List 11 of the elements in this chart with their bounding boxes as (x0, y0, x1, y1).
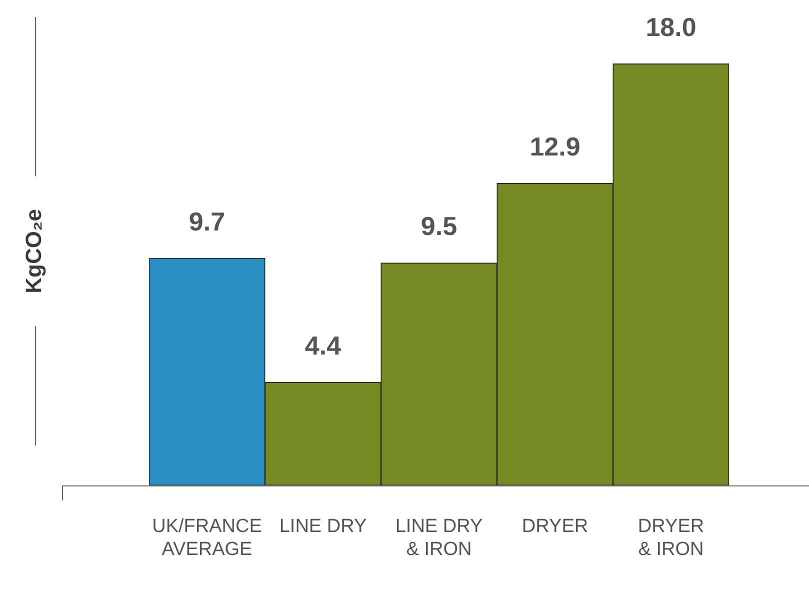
data-label: 9.5 (420, 211, 458, 242)
data-label: 9.7 (188, 206, 226, 236)
data-label: 12.9 (530, 131, 580, 162)
data-label: 18.0 (646, 12, 696, 42)
x-tick-label: DRYER & IRON (638, 516, 704, 560)
x-tick-label: LINE DRY & IRON (395, 516, 483, 560)
x-tick-label: DRYER (522, 516, 588, 538)
x-tick-label: UK/FRANCE AVERAGE (152, 516, 262, 560)
data-label: 4.4 (304, 330, 342, 361)
x-tick-label: LINE DRY (279, 516, 367, 538)
y-axis-title: KgCO₂e (21, 209, 46, 294)
